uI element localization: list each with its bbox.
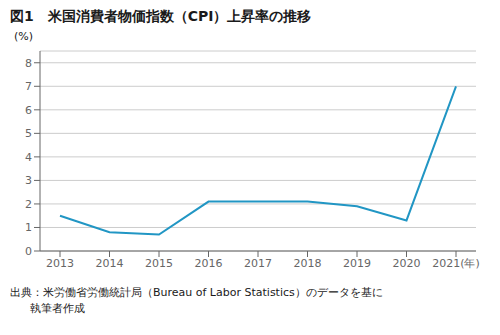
- svg-text:8: 8: [25, 57, 32, 70]
- svg-text:2019: 2019: [343, 257, 371, 270]
- svg-text:4: 4: [25, 151, 32, 164]
- svg-text:1: 1: [25, 221, 32, 234]
- svg-text:2016: 2016: [195, 257, 223, 270]
- svg-text:6: 6: [25, 104, 32, 117]
- svg-text:5: 5: [25, 127, 32, 140]
- html-text:図1 米国消費者物価指数（CPI）上昇率の推移: 図1 米国消費者物価指数（CPI）上昇率の推移: [10, 8, 312, 24]
- svg-text:7: 7: [25, 80, 32, 93]
- svg-text:2020: 2020: [393, 257, 421, 270]
- svg-text:2017: 2017: [244, 257, 272, 270]
- svg-text:0: 0: [25, 245, 32, 258]
- svg-text:2018: 2018: [294, 257, 322, 270]
- html-text:執筆者作成: 執筆者作成: [30, 302, 85, 315]
- svg-text:2021(年): 2021(年): [432, 257, 480, 270]
- svg-text:2013: 2013: [46, 257, 74, 270]
- svg-text:2: 2: [25, 198, 32, 211]
- svg-text:2014: 2014: [96, 257, 124, 270]
- svg-text:3: 3: [25, 174, 32, 187]
- svg-text:2015: 2015: [145, 257, 173, 270]
- html-text:出典：米労働省労働統計局（Bureau of Labor S: 出典：米労働省労働統計局（Bureau of Labor Statistics）…: [10, 286, 383, 299]
